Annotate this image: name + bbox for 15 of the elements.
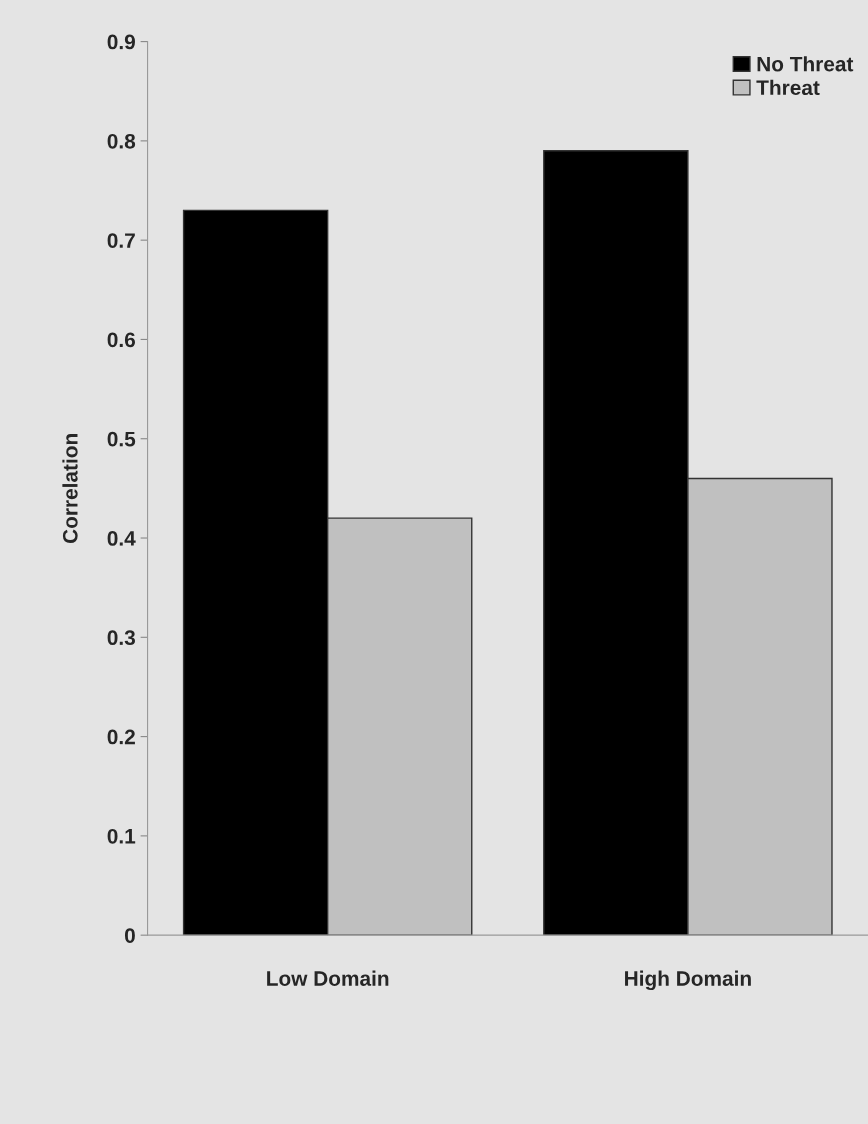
y-tick-label: 0.4 xyxy=(107,531,136,546)
y-tick-label: 0.3 xyxy=(107,630,135,646)
legend-label: Threat xyxy=(756,79,820,96)
y-tick-label: 0.1 xyxy=(107,828,136,844)
y-axis-title: Correlation xyxy=(62,434,78,544)
y-tick-label: 0.5 xyxy=(107,431,136,447)
x-tick-label: High Domain xyxy=(625,970,751,991)
legend-label: No Threat xyxy=(757,56,854,72)
y-tick-label: 0.2 xyxy=(107,729,135,745)
y-tick-label: 0 xyxy=(124,928,135,943)
y-tick-label: 0.8 xyxy=(107,133,136,149)
y-tick-label: 0.6 xyxy=(107,332,135,348)
y-tick-label: 0.9 xyxy=(107,34,135,50)
x-tick-label: Low Domain xyxy=(267,970,389,986)
y-tick-label: 0.7 xyxy=(107,233,135,248)
